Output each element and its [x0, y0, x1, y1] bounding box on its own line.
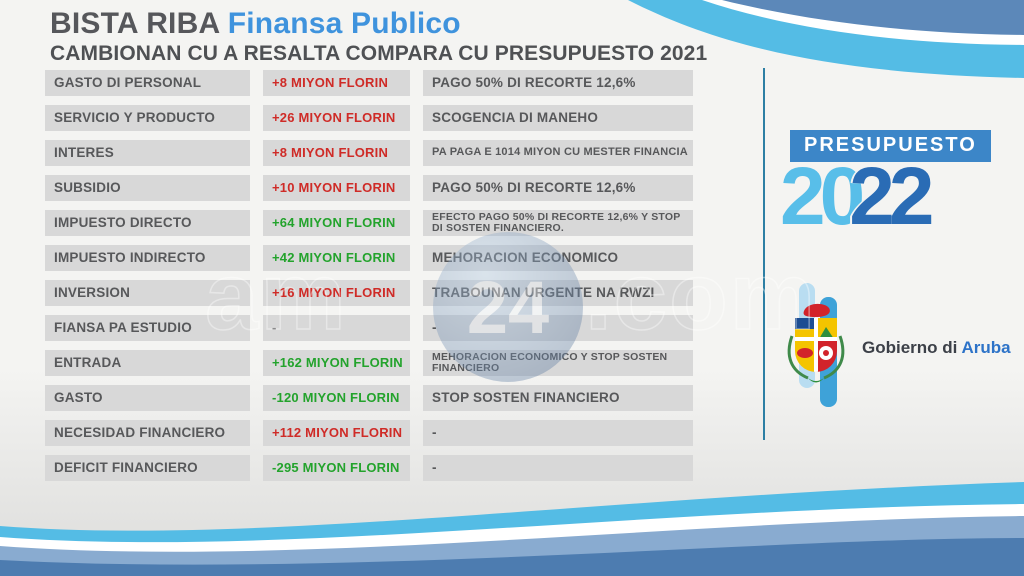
year-first-digits: 20 — [780, 151, 865, 242]
row-label: IMPUESTO DIRECTO — [45, 210, 250, 236]
row-label: SUBSIDIO — [45, 175, 250, 201]
row-value: +162 MIYON FLORIN — [263, 350, 410, 376]
row-value: -295 MIYON FLORIN — [263, 455, 410, 481]
bottom-wave-decoration — [0, 482, 1024, 576]
aruba-coat-of-arms-icon — [787, 283, 845, 407]
row-label: ENTRADA — [45, 350, 250, 376]
right-panel: PRESUPUESTO 2022 — [778, 130, 1024, 238]
section-divider — [763, 68, 765, 440]
year-second-digits: 22 — [849, 151, 934, 242]
title-prefix: BISTA RIBA — [50, 7, 228, 40]
row-label: GASTO DI PERSONAL — [45, 70, 250, 96]
row-note: PA PAGA E 1014 MIYON CU MESTER FINANCIA — [423, 140, 693, 166]
row-label: SERVICIO Y PRODUCTO — [45, 105, 250, 131]
row-note: SCOGENCIA DI MANEHO — [423, 105, 693, 131]
row-value: +8 MIYON FLORIN — [263, 140, 410, 166]
row-value: +10 MIYON FLORIN — [263, 175, 410, 201]
gov-highlight: Aruba — [961, 338, 1011, 357]
gobierno-di-aruba-logo: Gobierno di Aruba — [778, 278, 1024, 418]
title-highlight: Finansa Publico — [227, 7, 461, 40]
row-note: TRABOUNAN URGENTE NA RWZI — [423, 280, 693, 306]
row-label: IMPUESTO INDIRECTO — [45, 245, 250, 271]
row-note: STOP SOSTEN FINANCIERO — [423, 385, 693, 411]
row-value: +64 MIYON FLORIN — [263, 210, 410, 236]
row-note: - — [423, 420, 693, 446]
row-value: +112 MIYON FLORIN — [263, 420, 410, 446]
row-label: DEFICIT FINANCIERO — [45, 455, 250, 481]
row-label: NECESIDAD FINANCIERO — [45, 420, 250, 446]
page-title: BISTA RIBA Finansa Publico — [50, 8, 707, 40]
page-subtitle: CAMBIONAN CU A RESALTA COMPARA CU PRESUP… — [50, 41, 708, 65]
row-value: +42 MIYON FLORIN — [263, 245, 410, 271]
row-note: PAGO 50% DI RECORTE 12,6% — [423, 175, 693, 201]
row-value: +8 MIYON FLORIN — [263, 70, 410, 96]
row-label: GASTO — [45, 385, 250, 411]
row-note: EFECTO PAGO 50% DI RECORTE 12,6% Y STOP … — [423, 210, 693, 236]
row-value: +26 MIYON FLORIN — [263, 105, 410, 131]
row-note: PAGO 50% DI RECORTE 12,6% — [423, 70, 693, 96]
gov-wordmark: Gobierno di Aruba — [862, 338, 1011, 358]
row-note: - — [423, 315, 693, 341]
budget-table: GASTO DI PERSONAL +8 MIYON FLORIN PAGO 5… — [45, 70, 693, 481]
row-note: - — [423, 455, 693, 481]
presupuesto-badge: PRESUPUESTO — [790, 130, 991, 162]
row-value: +16 MIYON FLORIN — [263, 280, 410, 306]
row-label: INTERES — [45, 140, 250, 166]
row-label: FIANSA PA ESTUDIO — [45, 315, 250, 341]
row-label: INVERSION — [45, 280, 250, 306]
header: BISTA RIBA Finansa Publico CAMBIONAN CU … — [50, 8, 707, 66]
row-value: - — [263, 315, 410, 341]
gov-prefix: Gobierno di — [862, 338, 962, 357]
row-note: MEHORACION ECONOMICO — [423, 245, 693, 271]
year-2022: 2022 — [780, 156, 1024, 238]
row-value: -120 MIYON FLORIN — [263, 385, 410, 411]
row-note: MEHORACION ECONOMICO Y STOP SOSTEN FINAN… — [423, 350, 693, 376]
